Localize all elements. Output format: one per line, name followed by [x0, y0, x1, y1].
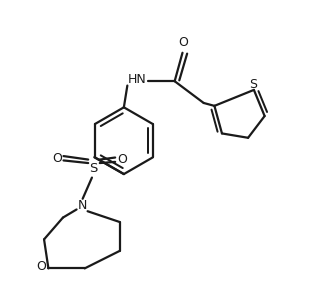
Text: O: O: [52, 151, 62, 165]
Text: HN: HN: [128, 73, 146, 86]
Text: N: N: [78, 199, 87, 212]
Text: S: S: [249, 78, 257, 91]
Text: S: S: [89, 162, 98, 175]
Text: O: O: [178, 36, 188, 50]
Text: O: O: [36, 260, 46, 273]
Text: O: O: [117, 153, 127, 166]
